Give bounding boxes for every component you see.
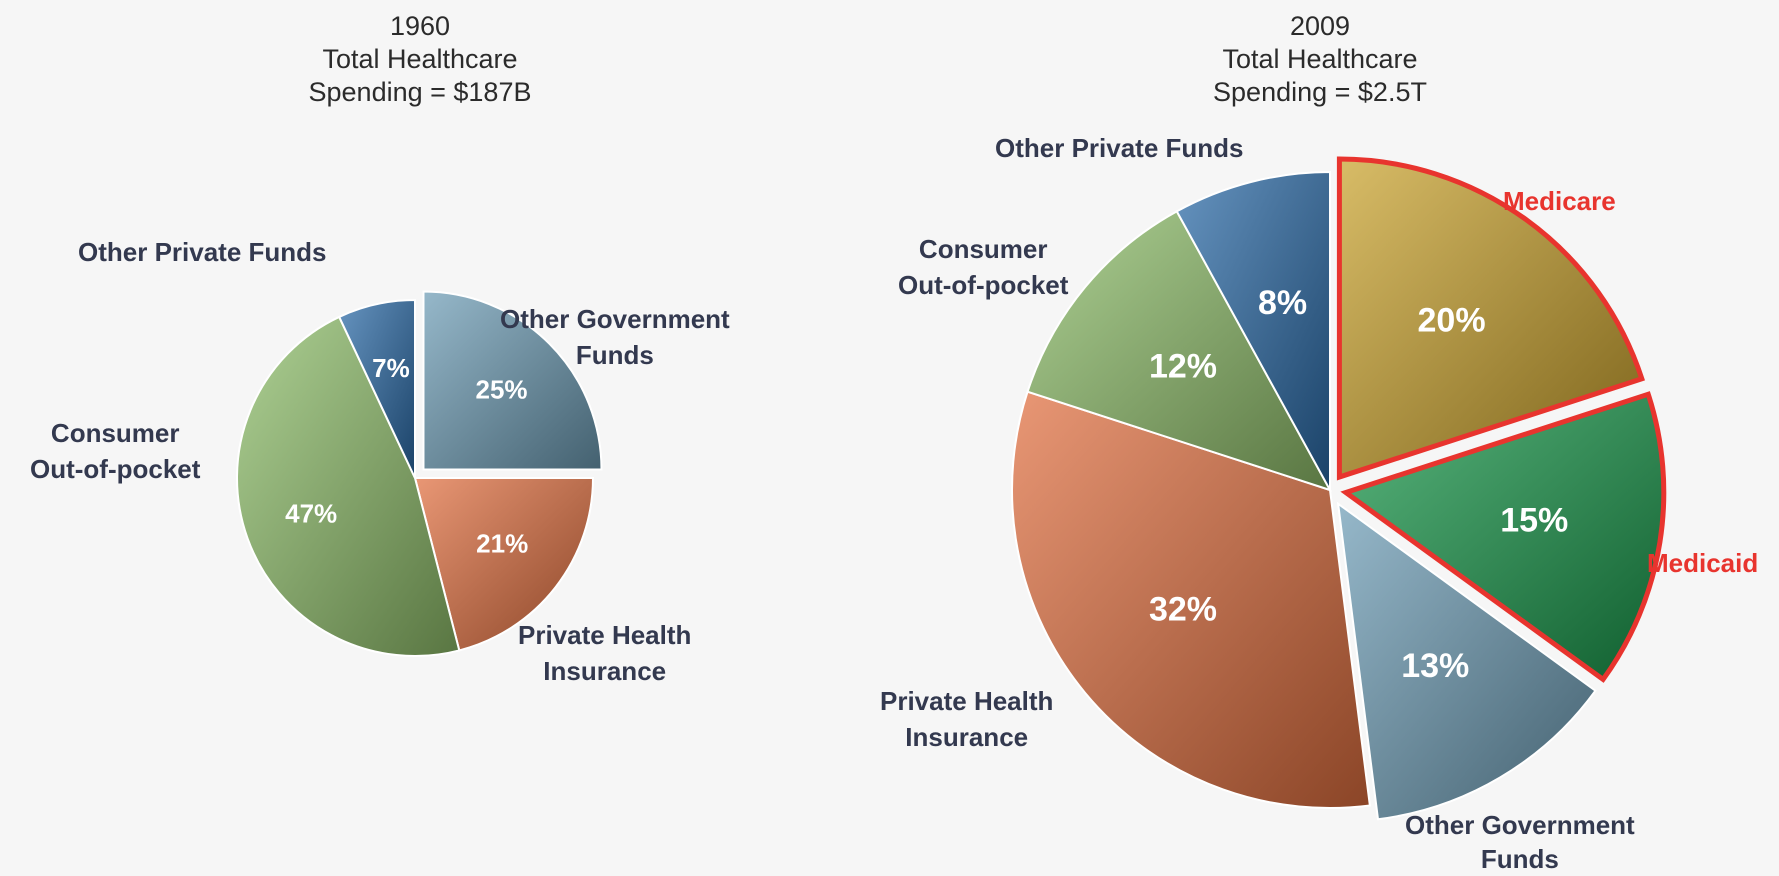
pie-chart-1960: 25% 21% 47% 7%: [236, 290, 603, 657]
chart-title-1960: 1960 Total Healthcare Spending = $187B: [270, 10, 570, 109]
chart-title-line: Spending = $187B: [308, 77, 532, 107]
slice-value-label-other-government-funds: 25%: [475, 374, 527, 404]
slice-value-label-other-private-funds: 8%: [1258, 284, 1307, 322]
category-label-consumer-out-of-pocket-2009: Consumer Out-of-pocket: [898, 234, 1069, 300]
slice-value-label-consumer-out-of-pocket: 47%: [285, 498, 337, 528]
pie-slice-other-government-funds: [422, 290, 603, 471]
slice-value-label-other-government-funds: 13%: [1401, 647, 1469, 685]
pie-chart-2009: 20% 15% 13% 32% 12% 8%: [1011, 156, 1667, 821]
category-label-other-private-funds-1960: Other Private Funds: [78, 237, 327, 267]
chart-title-line: 2009: [1289, 11, 1351, 41]
pie-slice-consumer-out-of-pocket: [1026, 209, 1333, 492]
category-label-private-health-insurance-2009: Private Health Insurance: [880, 686, 1054, 752]
slice-value-label-private-health-insurance: 32%: [1149, 591, 1217, 629]
pie-slice-other-private-funds: [337, 298, 416, 479]
chart-title-line: Total Healthcare: [1222, 44, 1418, 74]
category-label-consumer-out-of-pocket-1960: Consumer Out-of-pocket: [30, 418, 201, 484]
pie-slice-other-private-funds: [1175, 170, 1331, 491]
pie-slice-consumer-out-of-pocket: [236, 315, 461, 657]
pie-slice-private-health-insurance: [413, 477, 595, 652]
pie-slice-other-government-funds: [1336, 501, 1597, 821]
chart-title-line: Total Healthcare: [322, 44, 518, 74]
category-label-other-government-funds-1960: Other Government Funds: [500, 304, 730, 370]
slice-value-label-private-health-insurance: 21%: [476, 529, 528, 559]
category-label-medicare: Medicare: [1503, 186, 1616, 216]
category-label-private-health-insurance-1960: Private Health Insurance: [518, 620, 692, 686]
slice-value-label-consumer-out-of-pocket: 12%: [1149, 347, 1217, 385]
category-label-other-private-funds-2009: Other Private Funds: [995, 133, 1244, 163]
pie-slice-medicaid: [1340, 391, 1667, 683]
chart-title-line: 1960: [389, 11, 451, 41]
slice-value-label-medicaid: 15%: [1500, 501, 1568, 539]
category-label-other-government-funds-2009: Other Government Funds: [1405, 810, 1635, 874]
chart-title-2009: 2009 Total Healthcare Spending = $2.5T: [1170, 10, 1470, 109]
chart-title-line: Spending = $2.5T: [1213, 77, 1427, 107]
slice-value-label-other-private-funds: 7%: [372, 353, 410, 383]
slice-value-label-medicare: 20%: [1418, 302, 1486, 340]
category-label-medicaid: Medicaid: [1647, 548, 1759, 578]
pie-slice-medicare: [1336, 156, 1645, 481]
pie-slice-private-health-insurance: [1011, 390, 1371, 809]
